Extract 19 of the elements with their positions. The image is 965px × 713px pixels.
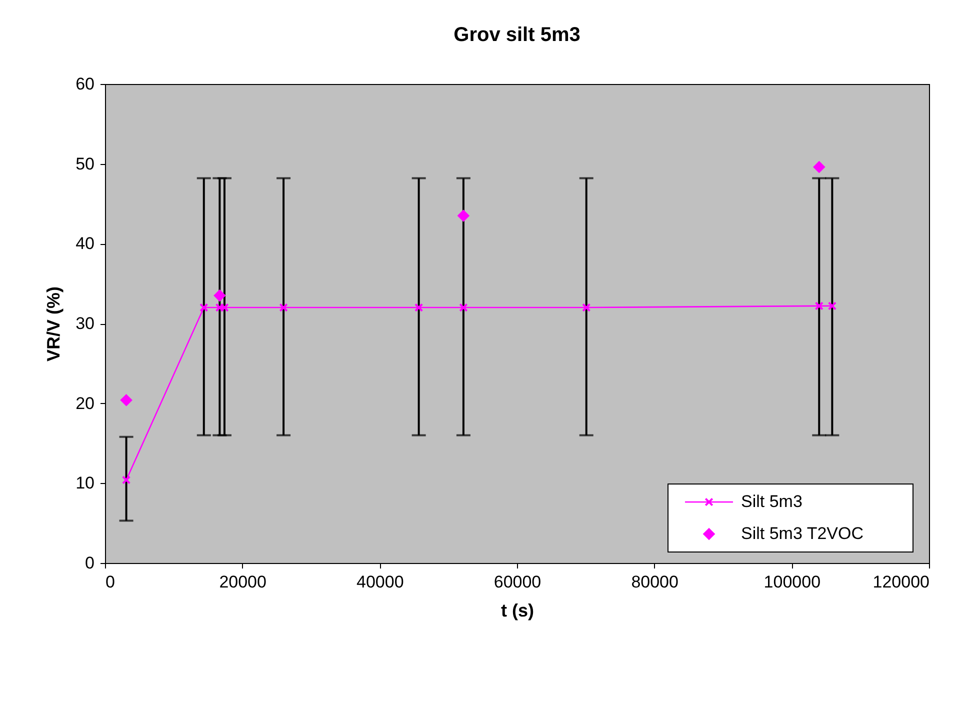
y-tick-label: 10	[76, 474, 94, 493]
y-axis-title: VR/V (%)	[44, 286, 64, 362]
x-tick-label: 0	[106, 572, 115, 592]
legend-label: Silt 5m3 T2VOC	[741, 524, 864, 543]
y-tick-label: 50	[76, 154, 94, 174]
legend-label: Silt 5m3	[741, 492, 802, 511]
y-tick-label: 60	[76, 74, 94, 94]
y-tick-label: 20	[76, 394, 94, 413]
y-tick-label: 0	[85, 554, 94, 572]
x-tick-label: 80000	[631, 572, 678, 592]
x-tick-label: 120000	[872, 572, 930, 592]
x-tick-label: 40000	[356, 572, 404, 592]
x-tick-label: 20000	[219, 572, 266, 592]
chart-title: Grov silt 5m3	[454, 24, 580, 46]
x-tick-label: 60000	[494, 572, 542, 592]
y-tick-label: 40	[76, 234, 94, 254]
y-tick-label: 30	[76, 314, 94, 333]
x-tick-label: 100000	[764, 572, 821, 592]
x-axis-title: t (s)	[501, 600, 534, 620]
